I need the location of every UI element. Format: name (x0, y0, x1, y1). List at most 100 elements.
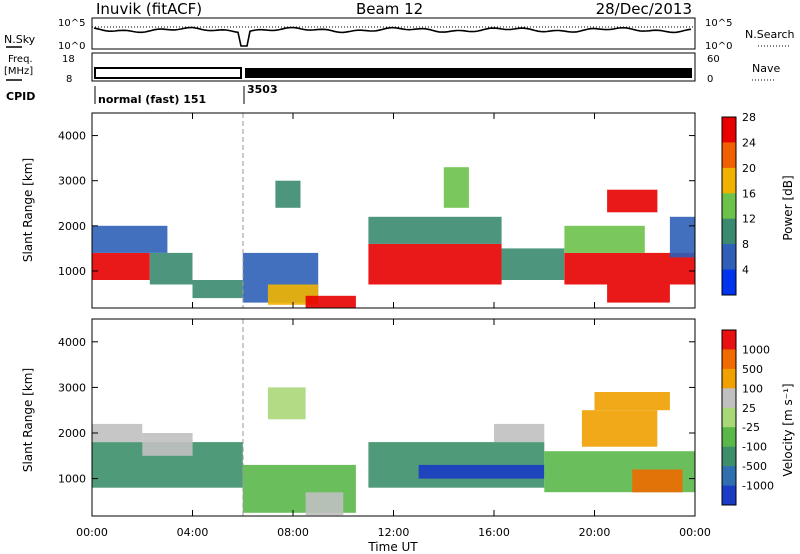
power-colorbar-tick-label: 8 (742, 238, 749, 251)
velocity-colorbar-label: Velocity [m s⁻¹] (781, 383, 795, 476)
velocity-colorbar-swatch (722, 368, 736, 389)
power-colorbar-tick-label: 12 (742, 213, 756, 226)
velocity-colorbar-swatch (722, 330, 736, 350)
velocity-chart: 1000 2000 3000 4000 00:00 04:00 08:00 12:00 16:… (21, 318, 795, 539)
velocity-ylabel: Slant Range [km] (21, 368, 35, 472)
velocity-y-tick-label: 3000 (58, 381, 86, 394)
power-chart: 1000 2000 3000 4000 Slant Range [km] 4 8 12 16… (21, 111, 795, 309)
velocity-colorbar-tick-label: 25 (742, 402, 756, 415)
freq-panel-frame (91, 52, 696, 82)
velocity-data-region (581, 410, 658, 447)
velocity-data-region (267, 387, 306, 420)
cpid-segment-1: normal (fast) 151 (98, 93, 206, 106)
power-data-region (368, 243, 502, 285)
power-x-ticks (91, 113, 696, 308)
power-colorbar-tick-label: 16 (742, 187, 756, 200)
beam-title: Beam 12 (356, 0, 424, 18)
power-y-tick-label: 4000 (58, 130, 86, 143)
velocity-colorbar-tick-label: -500 (742, 460, 767, 473)
power-data-region (305, 295, 356, 308)
velocity-colorbar-swatch (722, 485, 736, 506)
velocity-colorbar-tick-label: -1000 (742, 480, 774, 493)
power-data-region (669, 216, 695, 258)
power-colorbar-tick-label: 4 (742, 264, 749, 277)
power-colorbar-swatch (722, 142, 736, 169)
velocity-data-region (418, 464, 545, 479)
nsky-label: N.Sky (4, 33, 36, 46)
power-data-region (564, 252, 695, 285)
power-colorbar: 4 8 12 16 20 24 28 (721, 111, 756, 296)
velocity-colorbar-tick-label: -25 (742, 421, 760, 434)
velocity-colorbar: 1000 500 100 25 -25 -100 -500 -1000 (721, 329, 774, 506)
velocity-data-region (494, 423, 545, 443)
cpid-label: CPID (6, 90, 35, 103)
power-colorbar-swatch (722, 117, 736, 143)
freq-tick-top: 18 (62, 54, 75, 65)
power-colorbar-tick-label: 20 (742, 162, 756, 175)
power-data-layer (92, 167, 695, 308)
x-axis-label: Time UT (367, 540, 418, 554)
power-data-region (607, 284, 670, 303)
nsearch-label: N.Search (745, 28, 795, 41)
velocity-x-tick-label: 20:00 (579, 526, 611, 539)
power-data-region (92, 225, 168, 253)
nsearch-tick-bottom: 10^0 (705, 41, 732, 52)
station-title: Inuvik (fitACF) (96, 0, 203, 18)
power-data-region (149, 252, 193, 285)
velocity-colorbar-frame (721, 329, 737, 506)
velocity-colorbar-swatch (722, 466, 736, 486)
power-colorbar-swatch (722, 244, 736, 270)
velocity-x-tick-label: 04:00 (177, 526, 209, 539)
power-data-region (275, 180, 301, 208)
power-data-region (564, 225, 645, 253)
nave-tick-bottom: 0 (707, 74, 713, 85)
nsky-panel: N.Sky 10^5 10^0 10^5 10^0 N.Search (4, 17, 795, 52)
velocity-colorbar-swatch (722, 349, 736, 370)
power-y-tick-label: 2000 (58, 220, 86, 233)
power-y-tick-label: 3000 (58, 175, 86, 188)
freq-panel: Freq. [MHz] 18 8 60 0 Nave (4, 52, 780, 85)
velocity-data-region (594, 392, 670, 411)
power-colorbar-swatch (722, 167, 736, 194)
nave-label: Nave (752, 62, 780, 75)
nsky-tick-top: 10^5 (58, 18, 85, 29)
cpid-panel: CPID normal (fast) 151 3503 (6, 83, 278, 106)
velocity-data-region (142, 433, 193, 456)
freq-trace-1 (94, 67, 242, 79)
velocity-x-tick-label: 08:00 (277, 526, 309, 539)
date-title: 28/Dec/2013 (595, 0, 692, 18)
freq-tick-bottom: 8 (66, 74, 72, 85)
power-colorbar-swatch (722, 193, 736, 220)
power-data-region (368, 216, 502, 244)
velocity-y-tick-label: 1000 (58, 473, 86, 486)
velocity-y-tick-label: 4000 (58, 336, 86, 349)
nsky-panel-frame (91, 17, 696, 50)
power-colorbar-tick-label: 28 (742, 111, 756, 124)
velocity-data-region (92, 423, 143, 443)
nsearch-tick-top: 10^5 (705, 18, 732, 29)
power-y-tick-label: 1000 (58, 265, 86, 278)
velocity-colorbar-swatch (722, 407, 736, 428)
freq-unit: [MHz] (4, 66, 33, 77)
cpid-segment-2: 3503 (247, 83, 278, 96)
velocity-data-region (305, 492, 344, 516)
velocity-y-ticks: 1000 2000 3000 4000 (58, 336, 695, 486)
power-colorbar-frame (721, 116, 737, 296)
velocity-colorbar-swatch (722, 388, 736, 409)
velocity-data-layer (92, 387, 696, 516)
power-ylabel: Slant Range [km] (21, 158, 35, 262)
velocity-colorbar-tick-label: -100 (742, 441, 767, 454)
power-data-region (501, 248, 565, 280)
power-data-region (192, 280, 243, 299)
velocity-data-region (632, 469, 683, 493)
power-data-region (443, 167, 469, 208)
velocity-x-tick-label: 00:00 (76, 526, 108, 539)
power-colorbar-label: Power [dB] (781, 175, 795, 240)
velocity-colorbar-swatch (722, 446, 736, 467)
power-colorbar-tick-label: 24 (742, 136, 756, 149)
velocity-x-tick-label: 00:00 (679, 526, 711, 539)
nave-trace (245, 68, 692, 78)
power-data-region (92, 252, 150, 280)
velocity-x-tick-label: 16:00 (478, 526, 510, 539)
